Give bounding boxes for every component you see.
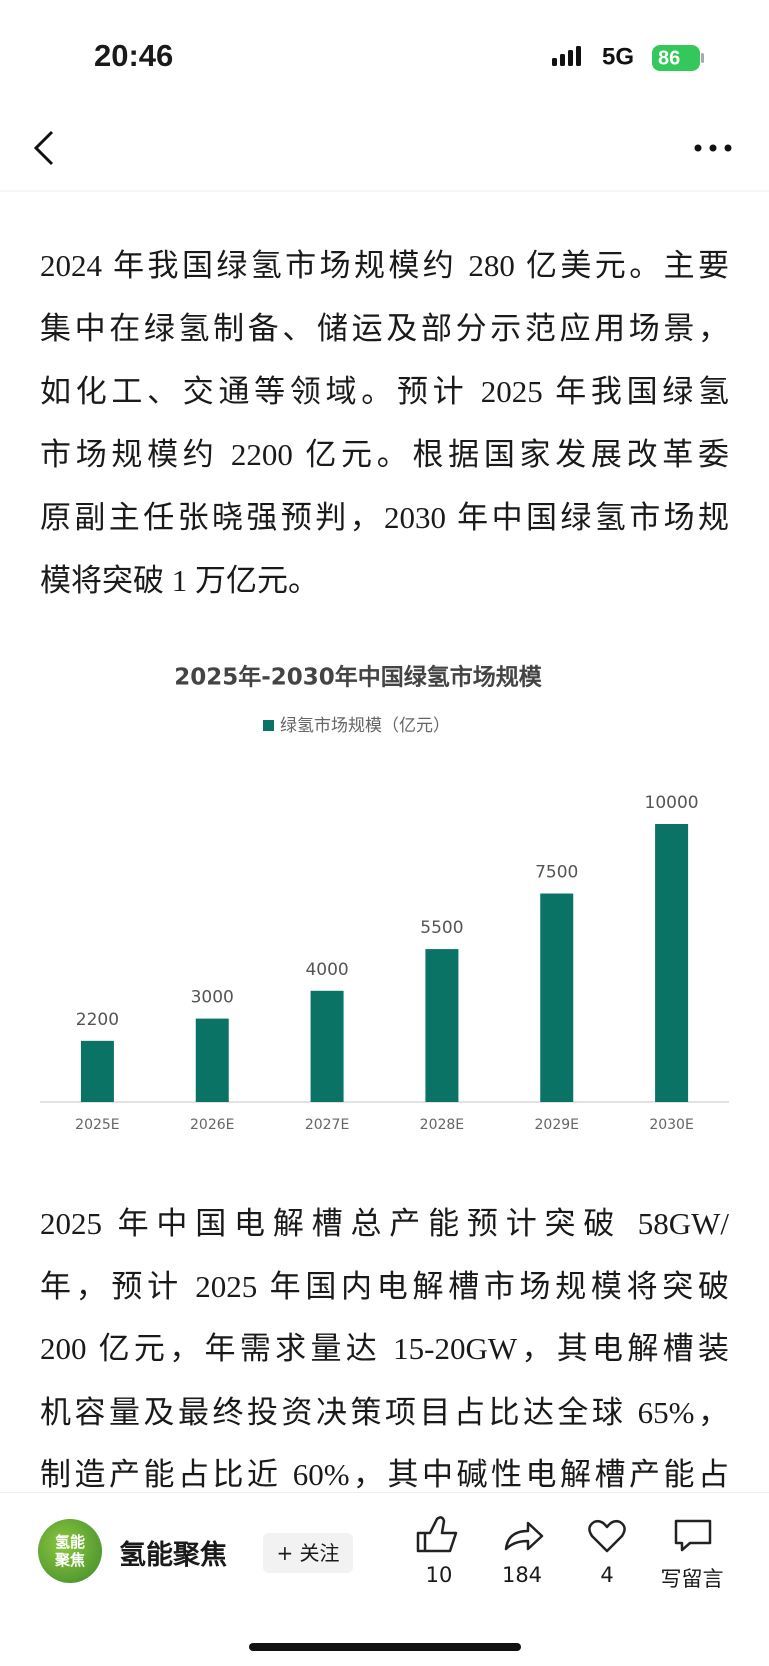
home-indicator bbox=[249, 1643, 521, 1651]
account-name[interactable]: 氢能聚焦 bbox=[119, 1540, 227, 1571]
bar bbox=[425, 949, 459, 1102]
avatar-text: 聚焦 bbox=[54, 1551, 85, 1569]
bar bbox=[540, 893, 574, 1102]
text-line: 集中在绿氢制备、储运及部分示范应用场景， bbox=[40, 311, 729, 346]
text-line: 制造产能占比近 60%，其中碱性电解槽产能占 bbox=[40, 1457, 729, 1492]
text-line: 200 亿元，年需求量达 15-20GW，其电解槽装 bbox=[40, 1331, 729, 1366]
bar bbox=[195, 1018, 229, 1102]
share-count: 184 bbox=[501, 1563, 543, 1587]
like-count: 10 bbox=[425, 1563, 453, 1587]
bar bbox=[80, 1040, 114, 1102]
text-line: 2024 年我国绿氢市场规模约 280 亿美元。主要 bbox=[40, 248, 729, 283]
x-tick-label: 2027E bbox=[305, 1117, 349, 1133]
value-label: 4000 bbox=[305, 960, 348, 980]
avatar[interactable]: 氢能 聚焦 bbox=[38, 1519, 102, 1583]
favorite-button[interactable] bbox=[588, 1519, 626, 1553]
follow-button[interactable]: + 关注 bbox=[263, 1533, 353, 1573]
x-tick-label: 2025E bbox=[75, 1117, 119, 1133]
text-line: 如化工、交通等领域。预计 2025 年我国绿氢 bbox=[40, 374, 729, 409]
legend-label: 绿氢市场规模（亿元） bbox=[280, 716, 450, 736]
action-icons bbox=[416, 1516, 712, 1553]
comment-label: 写留言 bbox=[660, 1567, 724, 1591]
status-time: 20:46 bbox=[94, 38, 174, 73]
x-tick-label: 2026E bbox=[190, 1117, 234, 1133]
comment-button[interactable] bbox=[674, 1519, 712, 1552]
back-button[interactable] bbox=[33, 130, 54, 166]
text-line: 模将突破 1 万亿元。 bbox=[40, 563, 319, 598]
more-button[interactable] bbox=[694, 144, 732, 152]
avatar-text: 氢能 bbox=[54, 1533, 85, 1551]
value-label: 7500 bbox=[535, 863, 578, 883]
text-line: 机容量及最终投资决策项目占比达全球 65%， bbox=[40, 1395, 729, 1430]
favorite-count: 4 bbox=[600, 1563, 614, 1587]
footer: 氢能 聚焦 氢能聚焦 + 关注 10 184 4 写留言 bbox=[0, 1492, 769, 1666]
text-line: 原副主任张晓强预判，2030 年中国绿氢市场规 bbox=[40, 500, 729, 535]
text-line: 市场规模约 2200 亿元。根据国家发展改革委 bbox=[40, 437, 729, 472]
bar bbox=[655, 824, 689, 1102]
text-line: 2025 年中国电解槽总产能预计突破 58GW/ bbox=[40, 1206, 729, 1241]
legend-swatch bbox=[263, 720, 274, 731]
like-button[interactable] bbox=[416, 1516, 458, 1553]
bar bbox=[310, 990, 344, 1102]
share-button[interactable] bbox=[504, 1521, 544, 1551]
x-tick-label: 2028E bbox=[420, 1117, 464, 1133]
chart-title: 2025年-2030年中国绿氢市场规模 bbox=[174, 664, 543, 691]
text-line: 年，预计 2025 年国内电解槽市场规模将突破 bbox=[40, 1269, 729, 1304]
value-label: 5500 bbox=[420, 918, 463, 938]
network: 5G bbox=[602, 43, 634, 70]
status-icons: 5G 86 bbox=[552, 43, 704, 71]
value-label: 10000 bbox=[645, 793, 699, 813]
value-label: 3000 bbox=[191, 988, 234, 1008]
battery: 86 bbox=[658, 47, 680, 69]
x-tick-label: 2029E bbox=[535, 1117, 579, 1133]
chart: 2025年-2030年中国绿氢市场规模 绿氢市场规模（亿元） 2025E 2200… bbox=[40, 664, 729, 1133]
x-tick-label: 2030E bbox=[649, 1117, 693, 1133]
value-label: 2200 bbox=[76, 1010, 119, 1030]
nav-bar bbox=[0, 130, 769, 192]
